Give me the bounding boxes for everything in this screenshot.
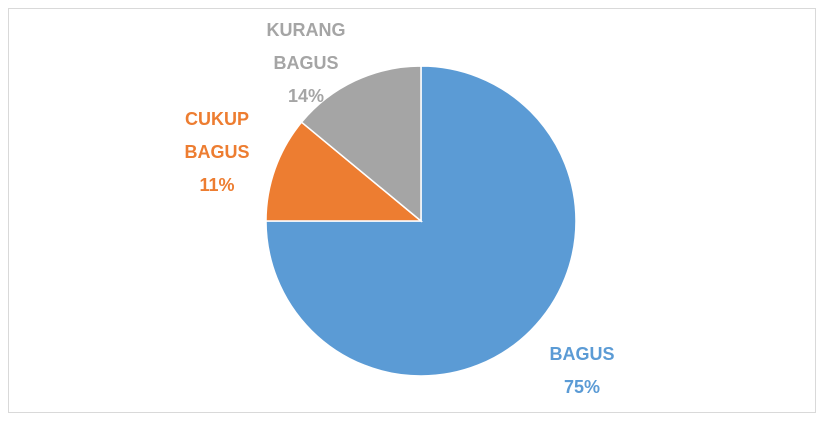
data-label: CUKUP BAGUS 11% bbox=[157, 103, 277, 202]
pie-slice bbox=[265, 121, 424, 222]
category-label: BAGUS bbox=[549, 344, 615, 364]
value-label: 14% bbox=[287, 86, 325, 106]
pie-slice bbox=[265, 65, 577, 377]
category-label: KURANG BAGUS bbox=[266, 20, 346, 73]
data-label: KURANG BAGUS 14% bbox=[246, 14, 366, 113]
pie-slice bbox=[300, 65, 422, 223]
chart-border bbox=[8, 8, 816, 413]
value-label: 11% bbox=[199, 175, 235, 195]
value-label: 75% bbox=[563, 377, 601, 397]
data-label: BAGUS 75% bbox=[522, 338, 642, 404]
category-label: CUKUP BAGUS bbox=[184, 109, 250, 162]
